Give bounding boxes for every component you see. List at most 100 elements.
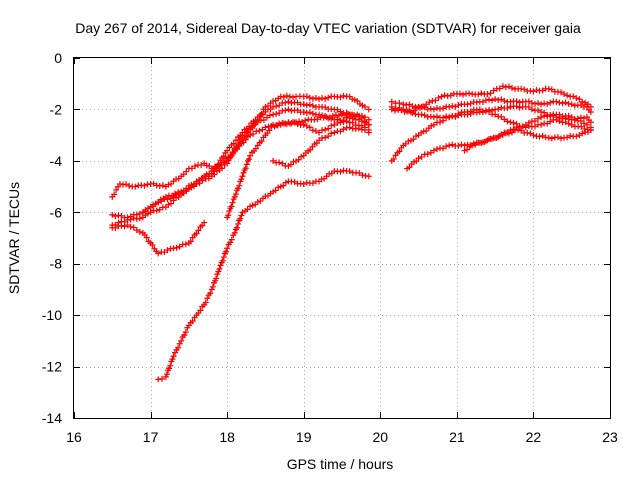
data-point bbox=[499, 83, 506, 90]
x-tick-label: 16 bbox=[66, 429, 82, 445]
data-point bbox=[188, 165, 195, 172]
data-point bbox=[328, 130, 335, 137]
data-point bbox=[504, 118, 511, 125]
data-point bbox=[553, 114, 560, 121]
data-point bbox=[446, 114, 453, 121]
data-point bbox=[153, 207, 160, 214]
data-point bbox=[346, 114, 353, 121]
data-point bbox=[294, 107, 301, 114]
data-point bbox=[513, 103, 520, 110]
data-point bbox=[587, 119, 594, 126]
data-point bbox=[306, 124, 313, 131]
data-point bbox=[238, 212, 245, 219]
data-point bbox=[545, 134, 552, 141]
data-point bbox=[202, 299, 209, 306]
data-point bbox=[352, 125, 359, 132]
data-point bbox=[430, 106, 437, 113]
data-point bbox=[300, 181, 307, 187]
data-point bbox=[479, 98, 486, 105]
data-point bbox=[418, 111, 425, 118]
data-point bbox=[576, 96, 583, 103]
data-point bbox=[231, 229, 238, 236]
data-point bbox=[294, 121, 301, 128]
series-track-13 bbox=[461, 127, 594, 154]
data-point bbox=[559, 115, 566, 122]
data-point bbox=[340, 126, 347, 133]
data-point bbox=[118, 222, 125, 229]
data-point bbox=[530, 88, 537, 95]
data-point bbox=[312, 95, 319, 102]
data-point bbox=[282, 120, 289, 127]
data-point bbox=[224, 245, 231, 252]
data-point bbox=[149, 241, 156, 248]
data-point bbox=[433, 113, 440, 120]
data-point bbox=[220, 254, 227, 261]
y-tick-label: 0 bbox=[54, 50, 62, 66]
data-point bbox=[527, 130, 534, 137]
data-point bbox=[544, 101, 551, 108]
data-point bbox=[486, 106, 493, 113]
data-point bbox=[124, 222, 131, 229]
y-tick-labels: 0 -2 -4 -6 -8 -10 -12 -14 bbox=[42, 50, 62, 426]
data-point bbox=[204, 295, 211, 302]
data-point bbox=[285, 106, 292, 113]
data-point bbox=[118, 212, 125, 219]
data-point bbox=[326, 114, 333, 121]
data-point bbox=[346, 124, 353, 131]
data-point bbox=[486, 96, 493, 103]
data-point bbox=[455, 142, 462, 149]
data-point bbox=[132, 183, 139, 190]
data-point bbox=[449, 141, 456, 148]
data-point bbox=[181, 332, 188, 339]
data-point bbox=[193, 230, 200, 237]
data-point bbox=[173, 244, 180, 251]
data-point bbox=[291, 178, 298, 185]
data-point bbox=[464, 101, 471, 108]
data-point bbox=[498, 113, 505, 120]
data-point bbox=[334, 106, 341, 113]
data-point bbox=[535, 107, 542, 114]
data-point bbox=[303, 102, 310, 109]
data-point bbox=[435, 94, 442, 101]
data-point bbox=[247, 126, 254, 133]
data-point bbox=[516, 104, 523, 111]
data-point bbox=[489, 107, 496, 114]
data-point bbox=[446, 142, 453, 149]
data-point bbox=[459, 91, 466, 98]
data-point bbox=[170, 353, 177, 360]
data-point bbox=[524, 129, 531, 136]
data-point bbox=[133, 227, 140, 234]
data-point bbox=[167, 362, 174, 369]
data-point bbox=[246, 123, 253, 130]
data-point bbox=[247, 152, 254, 159]
data-point bbox=[166, 365, 173, 372]
data-point bbox=[303, 122, 310, 129]
data-point bbox=[478, 90, 485, 97]
data-point bbox=[232, 191, 239, 198]
data-point bbox=[270, 157, 277, 164]
data-point bbox=[406, 101, 413, 108]
y-tick-label: -6 bbox=[50, 204, 63, 220]
data-point bbox=[182, 329, 189, 336]
x-tick-label: 19 bbox=[296, 429, 312, 445]
data-point bbox=[518, 127, 525, 134]
data-point bbox=[544, 120, 551, 127]
data-point bbox=[396, 148, 403, 155]
data-point bbox=[496, 85, 503, 92]
data-point bbox=[556, 115, 563, 122]
data-point bbox=[136, 215, 143, 222]
data-point bbox=[492, 96, 499, 103]
data-point bbox=[443, 113, 450, 120]
data-point bbox=[113, 186, 120, 193]
data-point bbox=[280, 94, 287, 101]
data-point bbox=[440, 145, 447, 152]
data-point bbox=[289, 94, 296, 101]
data-point bbox=[446, 103, 453, 110]
data-point bbox=[361, 114, 368, 121]
data-point bbox=[553, 98, 560, 105]
data-point bbox=[365, 129, 372, 136]
data-point bbox=[361, 119, 368, 126]
data-point bbox=[501, 97, 508, 104]
data-point bbox=[130, 215, 137, 222]
